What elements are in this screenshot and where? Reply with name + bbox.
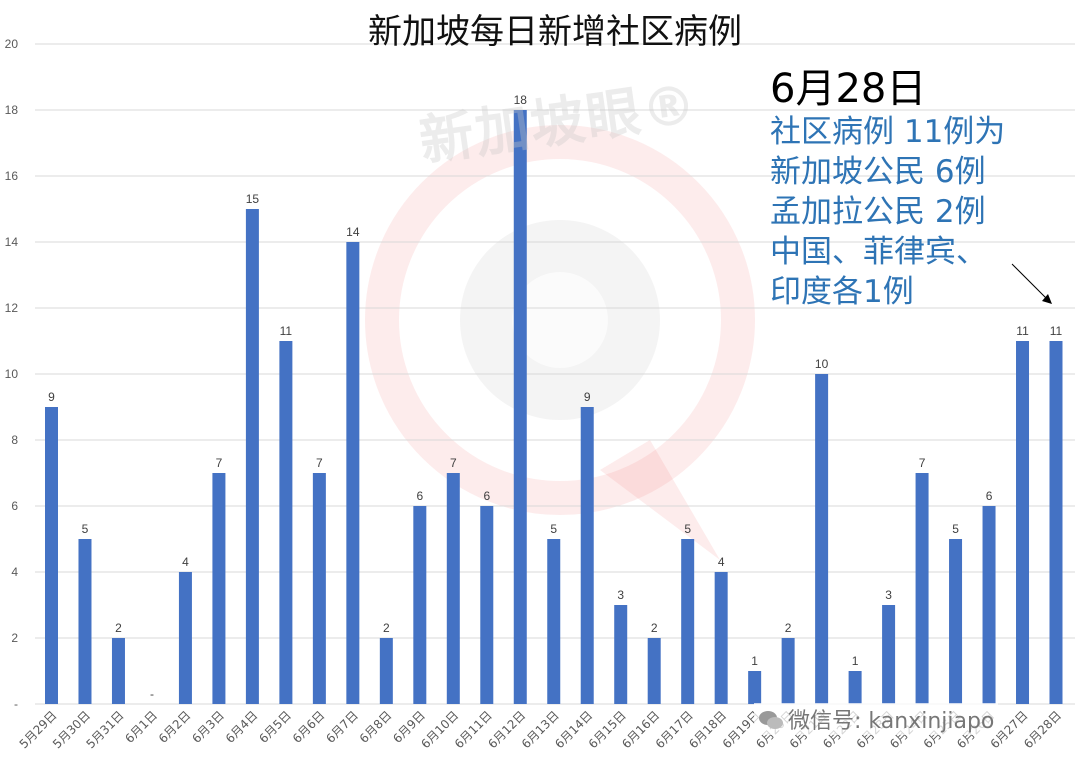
annotation-line: 新加坡公民 6例 xyxy=(770,154,986,190)
data-label: 7 xyxy=(216,456,223,470)
x-tick-label: 6月3日 xyxy=(189,708,227,746)
data-label: 9 xyxy=(584,390,591,404)
bar xyxy=(848,671,862,704)
bar xyxy=(748,671,762,704)
data-label: 7 xyxy=(316,456,323,470)
bar xyxy=(78,539,92,704)
annotation-date: 6月28日 xyxy=(770,66,927,112)
bar xyxy=(379,638,393,704)
bar xyxy=(681,539,695,704)
data-label: 2 xyxy=(785,621,792,635)
annotation-line: 印度各1例 xyxy=(770,274,914,310)
bar xyxy=(178,572,192,704)
y-tick-label: 8 xyxy=(11,433,18,447)
bar xyxy=(781,638,795,704)
wechat-id: 微信号: kanxinjiapo xyxy=(788,709,995,734)
y-tick-label: - xyxy=(14,697,18,711)
data-label: 11 xyxy=(1050,324,1063,338)
bar xyxy=(346,242,360,704)
annotation-line: 中国、菲律宾、 xyxy=(770,234,987,270)
bar xyxy=(915,473,929,704)
data-label: 6 xyxy=(416,489,423,503)
data-label: 5 xyxy=(550,522,557,536)
x-tick-label: 6月4日 xyxy=(223,708,261,746)
data-label: 11 xyxy=(280,324,293,338)
bar xyxy=(212,473,226,704)
y-tick-label: 16 xyxy=(5,169,19,183)
y-tick-label: 10 xyxy=(5,367,19,381)
data-label: 2 xyxy=(651,621,658,635)
data-label: 4 xyxy=(182,555,189,569)
bar xyxy=(982,506,996,704)
bar xyxy=(882,605,896,704)
data-label: 5 xyxy=(952,522,959,536)
data-label: 3 xyxy=(885,588,892,602)
bar xyxy=(245,209,259,704)
bar xyxy=(714,572,728,704)
bar xyxy=(614,605,628,704)
bar xyxy=(580,407,594,704)
bar xyxy=(480,506,494,704)
x-tick-label: 6月5日 xyxy=(256,708,294,746)
y-tick-label: 2 xyxy=(11,631,18,645)
data-label: - xyxy=(150,687,154,701)
bar xyxy=(1049,341,1063,704)
data-label: 18 xyxy=(514,93,528,107)
y-tick-label: 6 xyxy=(11,499,18,513)
bar xyxy=(949,539,963,704)
bar xyxy=(312,473,326,704)
bar xyxy=(45,407,58,704)
y-tick-label: 14 xyxy=(5,235,19,249)
x-tick-label: 6月7日 xyxy=(323,708,361,746)
chart-title: 新加坡每日新增社区病例 xyxy=(368,12,742,52)
wechat-icon xyxy=(758,709,784,731)
y-tick-label: 4 xyxy=(11,565,18,579)
wechat-watermark: 微信号: kanxinjiapo xyxy=(754,703,999,735)
data-label: 6 xyxy=(986,489,993,503)
data-label: 5 xyxy=(82,522,89,536)
x-tick-label: 6月8日 xyxy=(357,708,395,746)
x-tick-label: 6月2日 xyxy=(156,708,194,746)
data-label: 10 xyxy=(815,357,829,371)
y-tick-label: 20 xyxy=(5,37,19,51)
annotation-line: 社区病例 11例为 xyxy=(770,114,1006,150)
x-tick-label: 6月6日 xyxy=(290,708,328,746)
bar xyxy=(815,374,829,704)
bar xyxy=(1016,341,1030,704)
data-label: 4 xyxy=(718,555,725,569)
bar xyxy=(547,539,561,704)
data-label: 9 xyxy=(48,390,55,404)
data-label: 11 xyxy=(1016,324,1029,338)
annotation-arrow xyxy=(1011,263,1051,303)
bar xyxy=(446,473,460,704)
bar xyxy=(513,110,527,704)
data-label: 7 xyxy=(919,456,926,470)
data-label: 1 xyxy=(751,654,758,668)
data-label: 2 xyxy=(383,621,390,635)
x-tick-label: 6月1日 xyxy=(122,708,160,746)
data-label: 5 xyxy=(684,522,691,536)
y-tick-label: 18 xyxy=(5,103,19,117)
data-label: 1 xyxy=(852,654,859,668)
data-label: 7 xyxy=(450,456,457,470)
data-label: 3 xyxy=(617,588,624,602)
watermark-logo xyxy=(365,125,755,560)
annotation-box: 6月28日 社区病例 11例为 新加坡公民 6例 孟加拉公民 2例 中国、菲律宾… xyxy=(770,66,1005,312)
bar xyxy=(647,638,661,704)
annotation-arrowhead xyxy=(1042,294,1052,304)
bar xyxy=(111,638,125,704)
data-label: 2 xyxy=(115,621,122,635)
bar xyxy=(413,506,427,704)
bar xyxy=(279,341,293,704)
data-label: 15 xyxy=(246,192,260,206)
x-tick-label: 6月28日 xyxy=(1021,708,1064,751)
y-tick-label: 12 xyxy=(5,301,19,315)
annotation-line: 孟加拉公民 2例 xyxy=(770,194,986,230)
data-label: 6 xyxy=(483,489,490,503)
data-label: 14 xyxy=(346,225,360,239)
x-tick-label: 5月31日 xyxy=(84,708,127,751)
